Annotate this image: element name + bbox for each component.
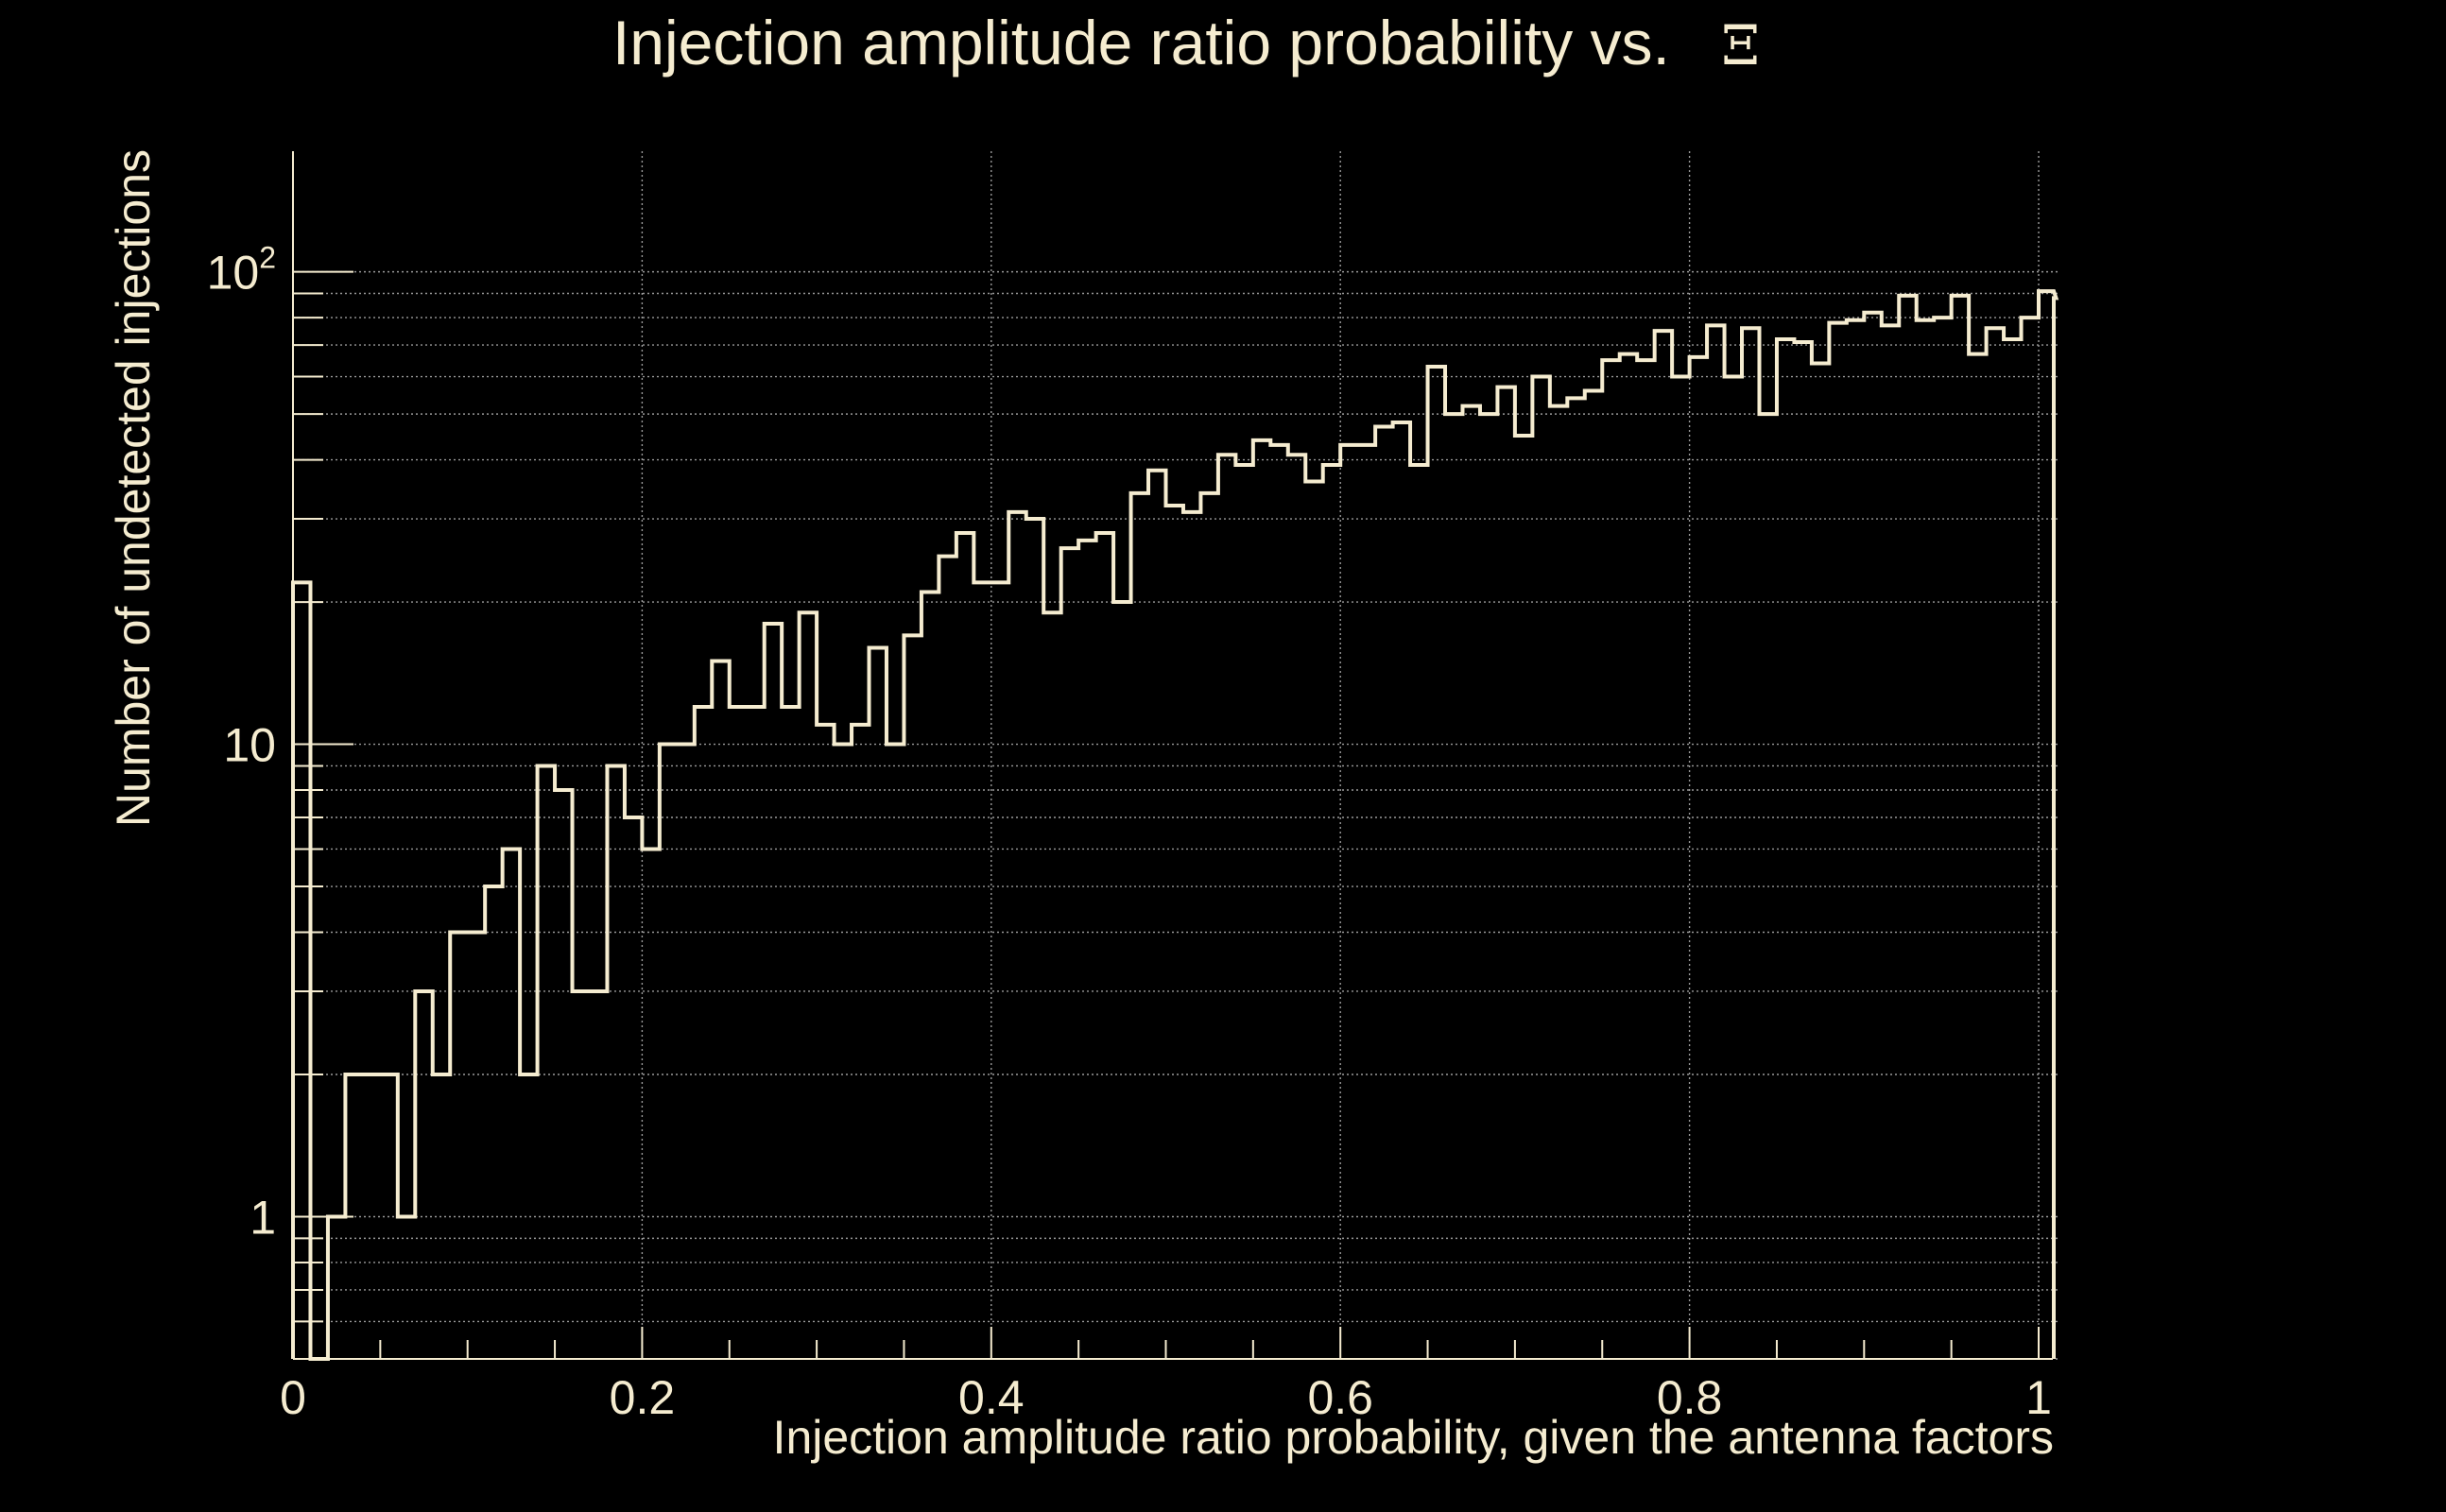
y-tick-label: 1	[250, 1192, 276, 1245]
grid-lines	[292, 151, 2058, 1360]
x-tick-label: 0.4	[958, 1371, 1025, 1424]
x-axis-label: Injection amplitude ratio probability, g…	[773, 1411, 2054, 1464]
x-tick-label: 0	[280, 1371, 306, 1424]
y-axis-label: Number of undetected injections	[107, 149, 160, 827]
y-tick-label: 102	[207, 241, 276, 300]
y-tick-labels: 1 10 102	[207, 241, 276, 1245]
histogram-series-line	[291, 289, 2059, 1361]
y-tick-exponent: 2	[259, 241, 276, 275]
x-tick-label: 0.8	[1657, 1371, 1723, 1424]
y-tick-label: 10	[223, 719, 276, 772]
x-tick-label: 1	[2025, 1371, 2052, 1424]
x-tick-label: 0.6	[1307, 1371, 1373, 1424]
chart-title-text: Injection amplitude ratio probability vs…	[612, 8, 1670, 77]
chart-title: Injection amplitude ratio probability vs…	[612, 8, 1760, 77]
chart-title-symbol: Ξ	[1721, 13, 1760, 77]
x-tick-label: 0.2	[610, 1371, 676, 1424]
x-tick-labels: 0 0.2 0.4 0.6 0.8 1	[280, 1371, 2052, 1424]
